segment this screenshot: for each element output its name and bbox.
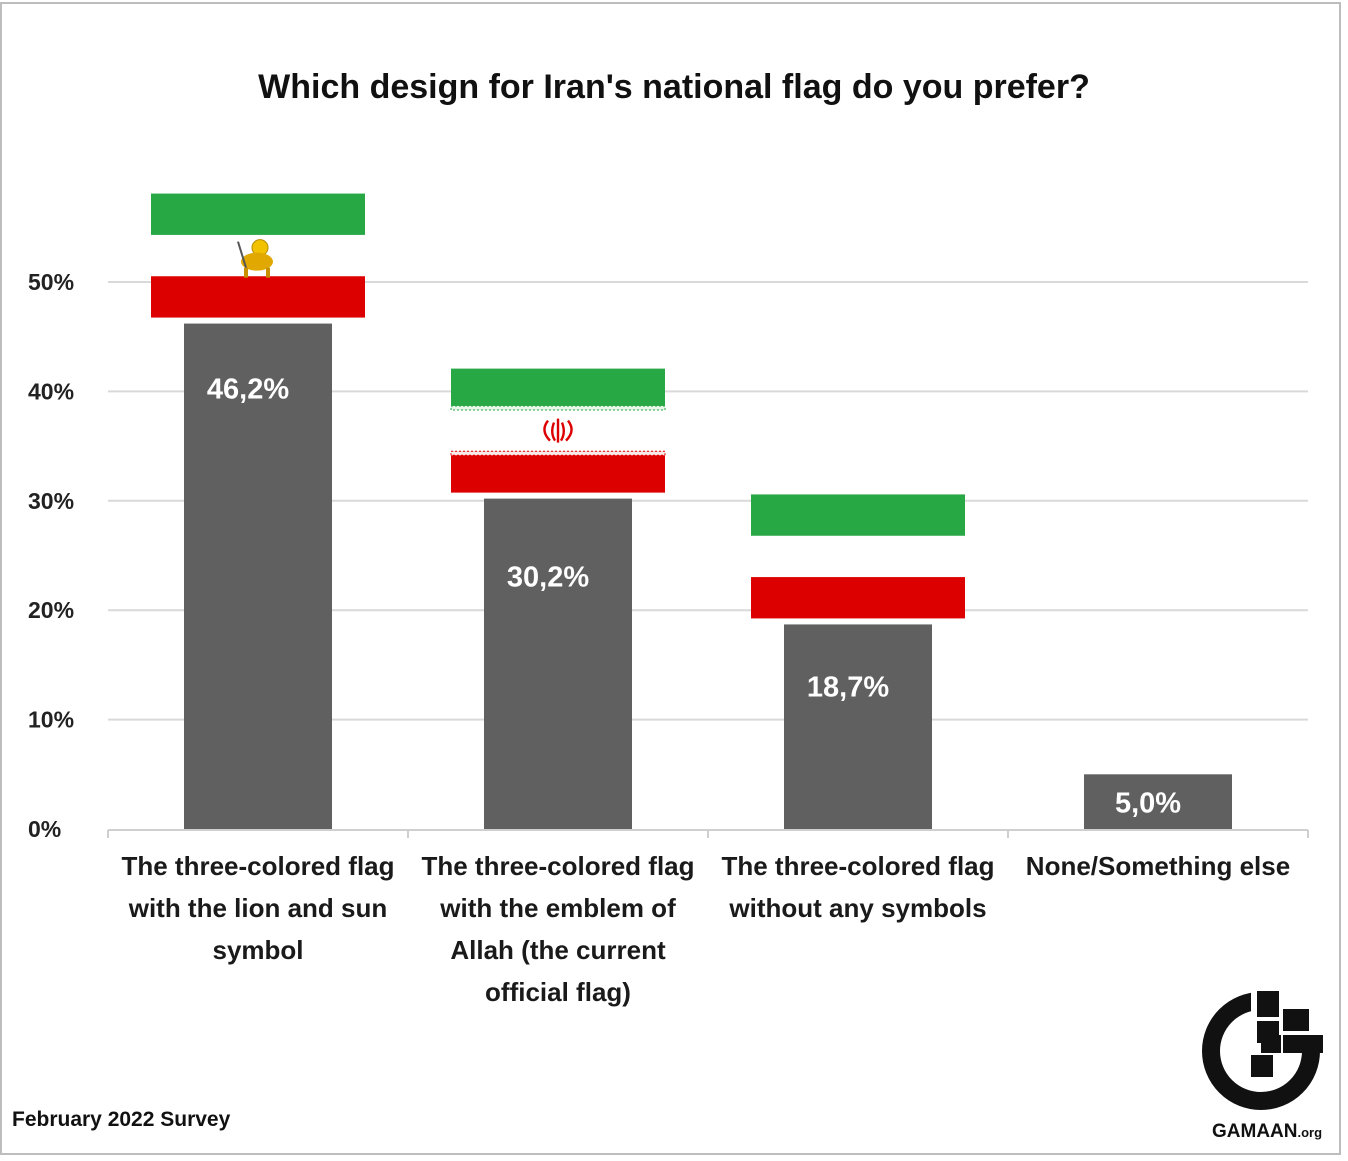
bar	[784, 624, 932, 829]
data-label: 30,2%	[507, 562, 589, 594]
bar	[484, 498, 632, 829]
y-tick-label: 20%	[28, 597, 74, 623]
flag-red-stripe	[451, 451, 665, 493]
y-tick-label: 30%	[28, 488, 74, 514]
lion-sword	[237, 241, 247, 268]
flag-green-stripe	[451, 368, 665, 410]
logo-suffix: .org	[1297, 1125, 1323, 1140]
takbir-border	[450, 450, 666, 456]
chart-title: Which design for Iran's national flag do…	[258, 68, 1090, 106]
gamaan-logo-icon	[1202, 987, 1327, 1110]
lion-leg	[244, 267, 248, 278]
category-label: The three-colored flag with the emblem o…	[421, 851, 695, 1007]
logo-text: GAMAAN.org	[1212, 1121, 1322, 1143]
category-label: The three-colored flag without any symbo…	[721, 851, 995, 923]
allah-emblem	[543, 418, 573, 443]
y-tick-label: 10%	[28, 707, 74, 733]
bar	[1084, 774, 1232, 829]
takbir-border	[450, 405, 666, 411]
y-tick-label: 40%	[28, 378, 74, 404]
category-label: The three-colored flag with the lion and…	[121, 851, 395, 965]
flag-green-stripe	[751, 494, 965, 536]
flag-green-stripe	[151, 193, 365, 235]
bar	[184, 323, 332, 829]
survey-footnote: February 2022 Survey	[12, 1108, 231, 1131]
data-label: 46,2%	[207, 374, 289, 406]
y-tick-label: 50%	[28, 269, 74, 295]
data-label: 18,7%	[807, 671, 889, 703]
y-tick-label: 0%	[28, 816, 61, 842]
data-label: 5,0%	[1115, 788, 1181, 820]
logo-name: GAMAAN	[1212, 1121, 1298, 1142]
lion-leg	[266, 267, 270, 278]
lion-emblem	[241, 252, 273, 271]
flag-red-stripe	[751, 577, 965, 619]
category-label: None/Something else	[1025, 851, 1291, 881]
flag-red-stripe	[151, 276, 365, 318]
